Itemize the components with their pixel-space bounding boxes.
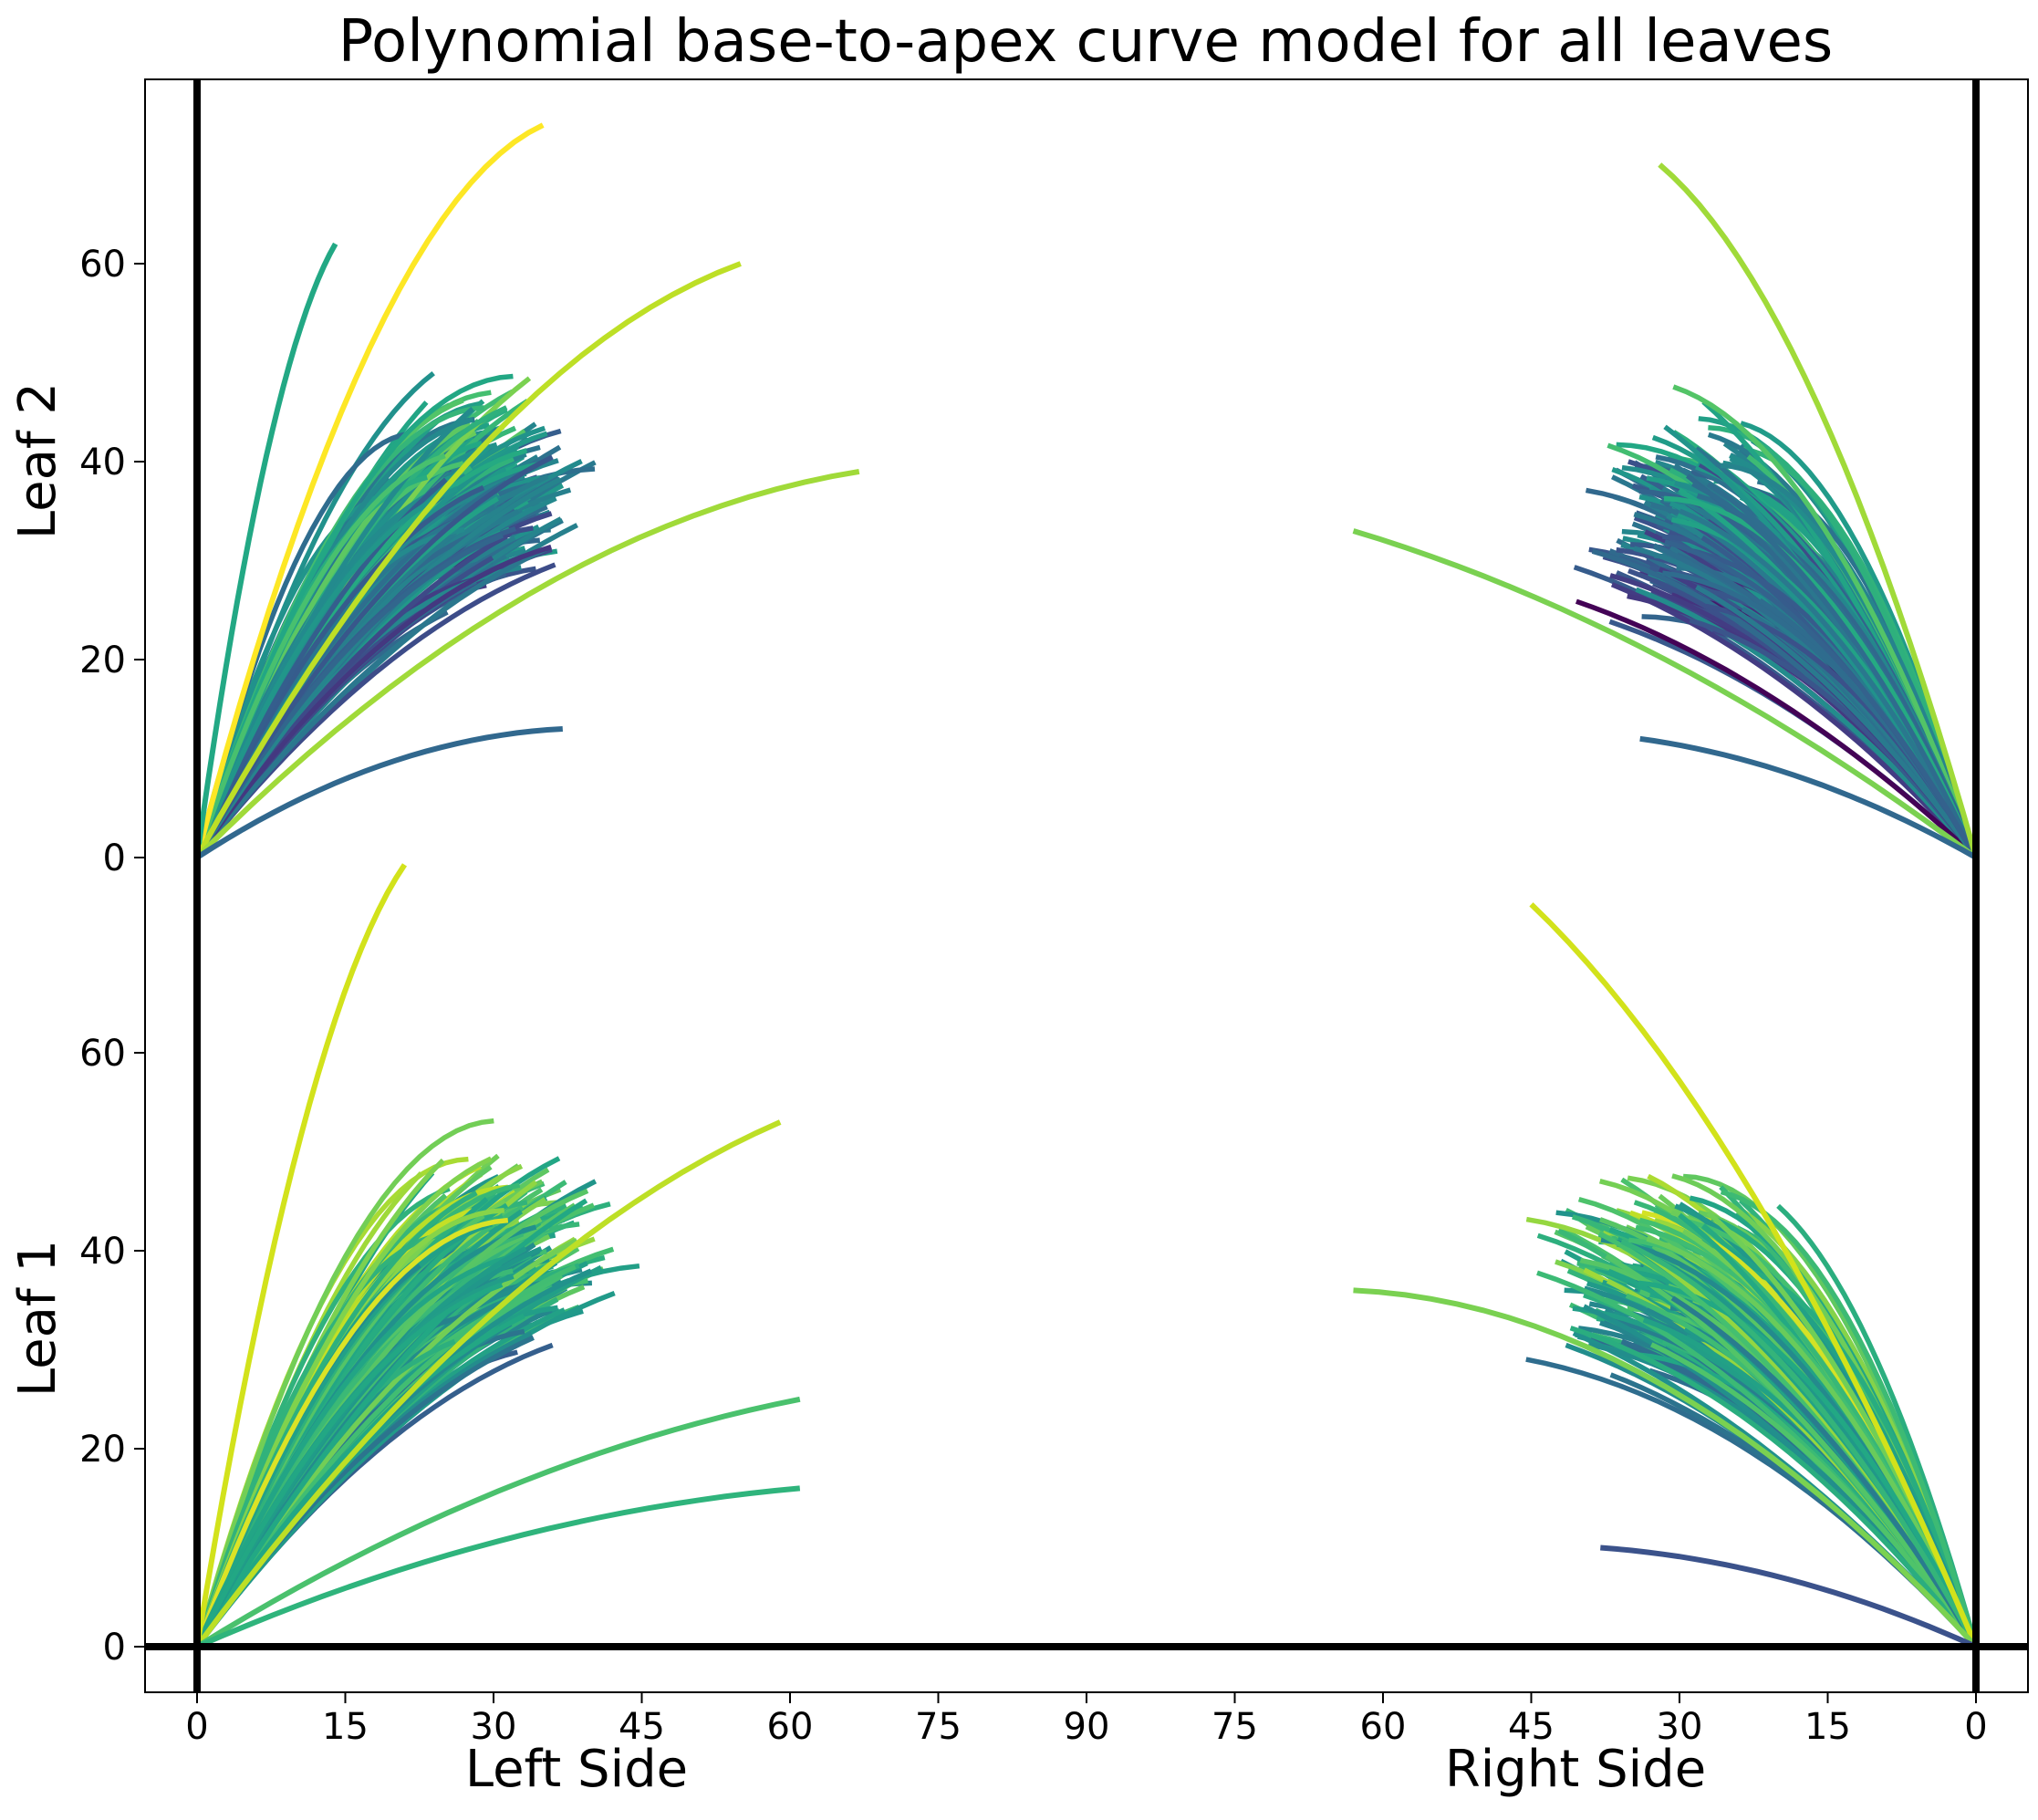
leaf-curve	[194, 1198, 588, 1648]
x-tick-label: 60	[767, 1706, 814, 1748]
leaf-curve	[194, 863, 408, 1648]
leaf-curve	[1649, 1342, 1979, 1648]
leaf-curve	[194, 1282, 504, 1648]
leaf-curve	[1353, 1287, 1979, 1649]
leaf-curve	[1663, 495, 1979, 859]
leaf-curve	[1679, 508, 1979, 859]
x-tick-label: 0	[1964, 1706, 1987, 1748]
y-tick-label: 60	[79, 244, 126, 286]
leaf-curve	[194, 1313, 525, 1648]
x-tick-label: 0	[185, 1706, 208, 1748]
x-tick-label: 30	[1657, 1706, 1703, 1748]
leaf-curve	[1695, 585, 1979, 859]
y-tick-label: 0	[103, 1627, 126, 1669]
leaf-curve	[1575, 598, 1978, 860]
leaf-curve	[194, 546, 547, 859]
x-tick-label: 45	[619, 1706, 665, 1748]
panel-label-leaf2: Leaf 2	[8, 382, 68, 539]
leaf-curve	[1639, 735, 1978, 860]
x-tick-label: 15	[322, 1706, 369, 1748]
leaf-curve	[195, 1396, 801, 1649]
x-ticks-group: 0 15 30 45 60 75 90 75 60 45 30 15 0	[185, 1692, 1988, 1748]
leaf-curve	[194, 261, 742, 859]
x-tick-label: 90	[1064, 1706, 1110, 1748]
y-tick-label: 40	[79, 442, 126, 484]
leaf-curve	[194, 1255, 508, 1648]
x-tick-label: 45	[1508, 1706, 1554, 1748]
leaf-curve	[1672, 384, 1979, 858]
y-ticks-group: 0 20 40 60 0 20 40 60	[79, 244, 145, 1669]
y-tick-label: 0	[103, 837, 126, 879]
leaf-curve	[1569, 1326, 1979, 1648]
x-tick-label: 30	[471, 1706, 517, 1748]
leaf-curve	[1600, 1544, 1978, 1649]
leaf-curve	[194, 544, 553, 859]
y-tick-label: 20	[79, 640, 126, 681]
leaf-curve	[1670, 1295, 1979, 1648]
leaf-curve	[1529, 902, 1979, 1648]
leaf-curve	[194, 122, 545, 858]
leaf-curve	[1605, 1253, 1979, 1648]
leaf-curve	[194, 242, 338, 858]
xlabel-right: Right Side	[1445, 1740, 1706, 1799]
x-tick-label: 60	[1360, 1706, 1407, 1748]
leaf-curve	[195, 1485, 801, 1649]
leaf-curve	[1620, 1239, 1979, 1648]
y-tick-label: 20	[79, 1429, 126, 1471]
chart-title: Polynomial base-to-apex curve model for …	[338, 8, 1834, 76]
leaf-curve	[1352, 528, 1978, 860]
leaf-curve	[1635, 587, 1979, 859]
leaf-curve	[1646, 1236, 1979, 1648]
leaf-curve	[1664, 539, 1979, 859]
leaf-curve	[1610, 582, 1979, 859]
leaf-curve	[194, 1119, 782, 1648]
leaf-curve	[1633, 546, 1979, 859]
leaf-curve	[195, 726, 563, 860]
leaf-curve	[1658, 162, 1979, 858]
leaf-curve	[194, 1217, 509, 1648]
leaf-curve	[194, 468, 860, 860]
x-tick-label: 15	[1804, 1706, 1851, 1748]
leaf-curve	[194, 1118, 494, 1648]
leaf-curve	[194, 486, 459, 859]
curves-group	[194, 122, 1979, 1649]
panel-label-leaf1: Leaf 1	[8, 1240, 68, 1397]
x-tick-label: 75	[1211, 1706, 1258, 1748]
xlabel-left: Left Side	[465, 1740, 688, 1799]
leaf-curve	[1691, 481, 1979, 859]
y-tick-label: 40	[79, 1231, 126, 1273]
leaf-curve	[194, 370, 435, 858]
y-tick-label: 60	[79, 1033, 126, 1075]
x-tick-label: 75	[915, 1706, 962, 1748]
leaf-curve	[194, 453, 446, 858]
